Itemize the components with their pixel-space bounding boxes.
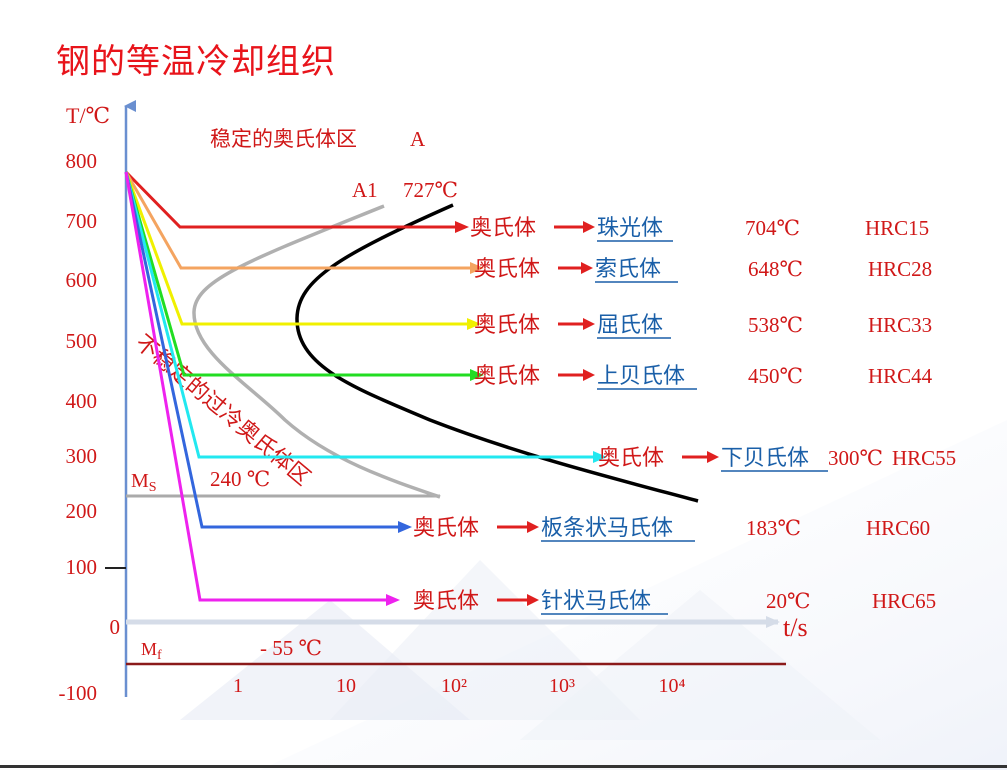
bottom-rule	[0, 765, 1007, 768]
cooling-line	[124, 171, 386, 602]
x-tick-label: 10⁴	[659, 675, 686, 697]
cooling-arrowhead	[467, 318, 481, 330]
temperature-label: 183℃	[746, 516, 801, 540]
x-tick-label: 10²	[441, 675, 467, 697]
temperature-label: 450℃	[748, 364, 803, 388]
product-label: 珠光体	[597, 216, 663, 241]
annotation-row-1: 奥氏体 珠光体 704℃ HRC15	[470, 216, 929, 242]
y-tick-label: 800	[66, 149, 98, 173]
product-label: 针状马氏体	[541, 589, 651, 614]
cooling-line	[124, 171, 398, 529]
austenite-label: 奥氏体	[474, 313, 540, 338]
product-label: 下贝氏体	[721, 446, 809, 471]
austenite-label: 奥氏体	[413, 589, 479, 614]
page-title: 钢的等温冷却组织	[56, 42, 336, 82]
product-label: 板条状马氏体	[541, 516, 673, 541]
hardness-label: HRC60	[866, 516, 930, 540]
cooling-arrowhead	[470, 262, 484, 274]
temperature-label: 20℃	[766, 589, 811, 613]
product-label: 屈氏体	[597, 313, 663, 338]
temperature-label: 704℃	[745, 216, 800, 240]
y-tick-label: 300	[66, 444, 98, 468]
a1-temp: 727℃	[403, 178, 458, 202]
x-tick-label: 1	[233, 675, 243, 697]
transform-arrowhead	[583, 318, 595, 330]
austenite-label: 奥氏体	[413, 516, 479, 541]
hardness-label: HRC15	[865, 216, 929, 240]
austenite-label: 奥氏体	[474, 364, 540, 389]
cooling-arrowhead	[593, 451, 607, 463]
transform-arrowhead	[527, 521, 539, 533]
austenite-label: 奥氏体	[470, 216, 536, 241]
transform-arrowhead	[583, 369, 595, 381]
cooling-line	[124, 171, 470, 270]
cooling-paths	[124, 170, 607, 606]
temperature-label: 300℃	[828, 446, 883, 470]
mf-temp: - 55 ℃	[260, 636, 322, 660]
austenite-label: 奥氏体	[474, 257, 540, 282]
ms-temp: 240 ℃	[210, 467, 270, 491]
temperature-label: 538℃	[748, 313, 803, 337]
cooling-path-2	[124, 171, 484, 274]
x-tick-label: 10³	[549, 675, 575, 697]
x-tick-label: 10	[336, 675, 356, 697]
transform-arrowhead	[583, 221, 595, 233]
product-label: 索氏体	[595, 257, 661, 282]
y-axis-label: T/℃	[66, 103, 110, 128]
y-tick-label: 400	[66, 389, 98, 413]
cooling-path-7	[124, 171, 400, 606]
cooling-path-1	[124, 170, 469, 233]
ms-label: MS	[131, 470, 157, 495]
transform-arrowhead	[707, 451, 719, 463]
y-tick-labels: 800 700 600 500 400 300 200 100 0 -100	[59, 149, 121, 705]
annotation-row-3: 奥氏体 屈氏体 538℃ HRC33	[474, 313, 932, 339]
austenite-label: 奥氏体	[598, 446, 664, 471]
cooling-line	[124, 171, 593, 459]
transform-arrowhead	[527, 594, 539, 606]
hardness-label: HRC65	[872, 589, 936, 613]
y-tick-label: 700	[66, 209, 98, 233]
hardness-label: HRC55	[892, 446, 956, 470]
stable-region-letter: A	[410, 127, 426, 151]
cooling-path-3	[124, 171, 481, 330]
y-tick-label: 0	[110, 615, 121, 639]
cooling-arrowhead	[455, 221, 469, 233]
y-tick-label: 500	[66, 329, 98, 353]
cooling-line	[124, 171, 470, 377]
mf-label: Mf	[141, 639, 162, 663]
cooling-path-4	[124, 171, 484, 381]
hardness-label: HRC28	[868, 257, 932, 281]
product-label: 上贝氏体	[597, 364, 685, 389]
annotation-row-4: 奥氏体 上贝氏体 450℃ HRC44	[474, 364, 933, 390]
cooling-arrowhead	[470, 369, 484, 381]
annotation-row-6: 奥氏体 板条状马氏体 183℃ HRC60	[413, 516, 930, 542]
cooling-arrowhead	[398, 521, 412, 533]
cooling-path-5	[124, 171, 607, 463]
annotation-row-2: 奥氏体 索氏体 648℃ HRC28	[474, 257, 932, 283]
cooling-arrowhead	[386, 594, 400, 606]
temperature-label: 648℃	[748, 257, 803, 281]
x-axis-label: t/s	[783, 613, 808, 642]
y-tick-label: -100	[59, 681, 98, 705]
x-tick-labels: 1 10 10² 10³ 10⁴	[233, 675, 686, 697]
annotation-row-7: 奥氏体 针状马氏体 20℃ HRC65	[413, 589, 936, 615]
annotation-row-5: 奥氏体 下贝氏体 300℃ HRC55	[598, 446, 956, 472]
cooling-line	[124, 171, 467, 326]
transform-arrowhead	[581, 262, 593, 274]
y-tick-label: 600	[66, 268, 98, 292]
stable-region-label: 稳定的奥氏体区	[210, 127, 357, 151]
transformation-start-curve	[192, 204, 441, 499]
cooling-line	[124, 170, 455, 229]
y-tick-label: 200	[66, 499, 98, 523]
cooling-path-6	[124, 171, 412, 533]
hardness-label: HRC33	[868, 313, 932, 337]
a1-label: A1	[352, 178, 378, 202]
hardness-label: HRC44	[868, 364, 933, 388]
y-tick-label: 100	[66, 555, 98, 579]
